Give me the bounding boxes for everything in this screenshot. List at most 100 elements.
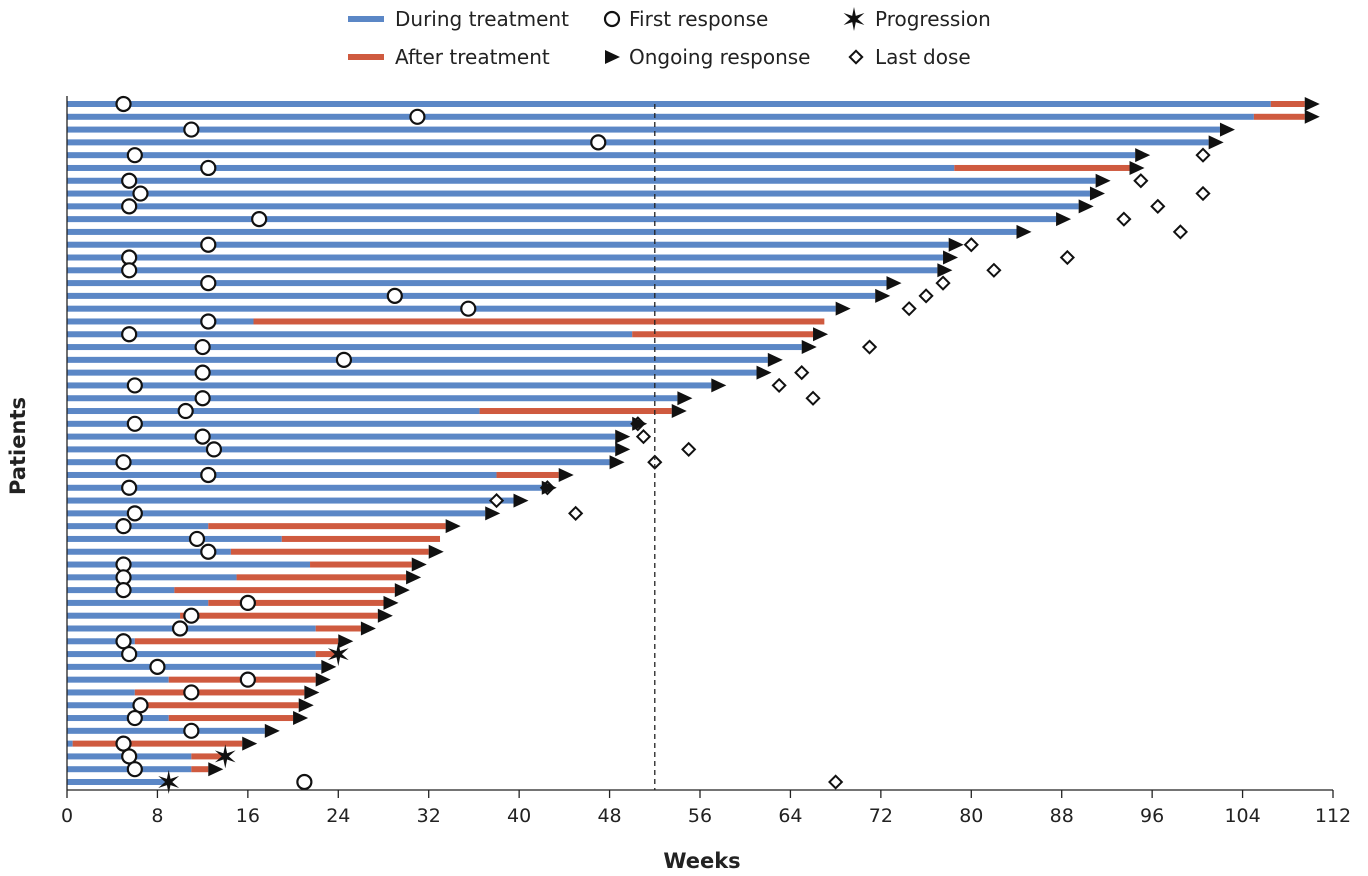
first-response-marker: [132, 185, 149, 202]
ongoing-response-marker: [615, 429, 631, 444]
bar-after-treatment: [230, 548, 429, 555]
first-response-marker: [183, 722, 200, 739]
first-response-marker: [200, 313, 217, 330]
ongoing-response-marker: [394, 583, 410, 598]
ongoing-response-marker: [360, 621, 376, 636]
bar-during-treatment: [67, 356, 768, 363]
first-response-marker: [409, 108, 426, 125]
bar-after-treatment: [1253, 113, 1305, 120]
bar-during-treatment: [67, 651, 316, 658]
bar-after-treatment: [72, 740, 243, 747]
first-response-marker: [126, 761, 143, 778]
bar-during-treatment: [67, 113, 1254, 120]
bar-during-treatment: [67, 497, 514, 504]
last-dose-marker: [568, 505, 584, 521]
x-tick-label: 8: [151, 805, 163, 827]
first-response-marker: [296, 773, 313, 791]
bar-during-treatment: [67, 727, 265, 734]
ongoing-response-marker: [208, 762, 224, 777]
bar-during-treatment: [67, 292, 876, 299]
first-response-marker: [460, 300, 477, 317]
ongoing-response-marker: [513, 493, 529, 508]
bar-after-treatment: [174, 587, 395, 594]
axes: 0 8 16 24 32 40 48 56 64 72 80 88 96 104 112: [61, 96, 1351, 827]
bar-after-treatment: [208, 599, 384, 606]
bar-during-treatment: [67, 548, 231, 555]
ongoing-response-marker: [1016, 224, 1032, 239]
patient-bars: [67, 101, 1305, 785]
ongoing-response-marker: [321, 659, 337, 674]
last-dose-marker: [771, 377, 787, 394]
bar-after-treatment: [496, 471, 559, 478]
first-response-marker: [149, 658, 166, 675]
first-response-marker: [200, 159, 217, 177]
ongoing-response-marker: [315, 672, 331, 687]
last-dose-marker: [1150, 198, 1166, 214]
legend-label-first-response: First response: [629, 7, 768, 31]
bar-during-treatment: [67, 676, 169, 683]
bar-during-treatment: [67, 395, 678, 402]
bar-during-treatment: [67, 663, 322, 670]
first-response-marker: [200, 466, 217, 484]
bar-during-treatment: [67, 280, 887, 287]
bar-during-treatment: [67, 139, 1209, 146]
progression-marker: [158, 770, 180, 794]
patient-markers: [115, 95, 1320, 794]
first-response-marker: [126, 147, 143, 164]
ongoing-response-marker: [1135, 148, 1151, 163]
bar-after-treatment: [168, 715, 294, 722]
x-tick-label: 24: [326, 805, 350, 827]
first-response-marker: [183, 607, 200, 624]
x-tick-label: 32: [417, 805, 441, 827]
ongoing-response-marker: [756, 365, 772, 380]
ongoing-response-marker: [1304, 97, 1320, 111]
last-dose-marker: [986, 262, 1002, 278]
first-response-marker: [115, 518, 132, 535]
first-response-marker: [121, 262, 138, 279]
y-axis-label: Patients: [6, 397, 30, 495]
last-dose-marker: [1195, 185, 1211, 202]
ongoing-response-marker: [1304, 109, 1320, 124]
last-dose-marker: [635, 428, 652, 445]
ongoing-response-marker: [242, 736, 258, 751]
bar-after-treatment: [479, 408, 672, 415]
bar-after-treatment: [134, 638, 339, 645]
first-response-marker: [194, 364, 211, 381]
first-response-marker: [126, 377, 143, 394]
first-response-marker: [194, 390, 211, 407]
bar-during-treatment: [67, 241, 949, 248]
progression-marker: [214, 744, 236, 769]
bar-during-treatment: [67, 471, 497, 478]
bar-during-treatment: [67, 344, 802, 351]
ongoing-response-marker: [711, 378, 727, 393]
bar-during-treatment: [67, 177, 1096, 184]
bar-during-treatment: [67, 689, 135, 696]
first-response-marker: [188, 530, 206, 548]
ongoing-response-marker: [428, 544, 444, 559]
x-tick-label: 104: [1224, 805, 1260, 827]
last-dose-marker: [828, 774, 844, 790]
ongoing-response-marker: [948, 237, 964, 252]
bar-during-treatment: [67, 164, 955, 171]
x-tick-label: 112: [1315, 805, 1351, 827]
ongoing-response-marker: [1056, 212, 1072, 227]
ongoing-response-marker: [767, 352, 783, 367]
bar-after-treatment: [191, 753, 226, 760]
bar-during-treatment: [67, 369, 757, 376]
bar-after-treatment: [632, 331, 814, 338]
bar-during-treatment: [67, 574, 237, 581]
first-response-marker: [121, 198, 138, 215]
bar-during-treatment: [67, 599, 209, 606]
ongoing-response-marker: [445, 519, 461, 534]
first-response-marker: [194, 338, 211, 356]
ongoing-response-marker: [338, 634, 354, 649]
first-response-marker: [590, 134, 607, 151]
ongoing-response-marker: [886, 276, 902, 291]
bar-during-treatment: [67, 203, 1079, 210]
first-response-marker: [335, 351, 353, 368]
x-tick-label: 56: [688, 805, 712, 827]
ongoing-response-marker: [1129, 160, 1145, 175]
bar-during-treatment: [67, 152, 1136, 159]
bar-during-treatment: [67, 612, 181, 619]
